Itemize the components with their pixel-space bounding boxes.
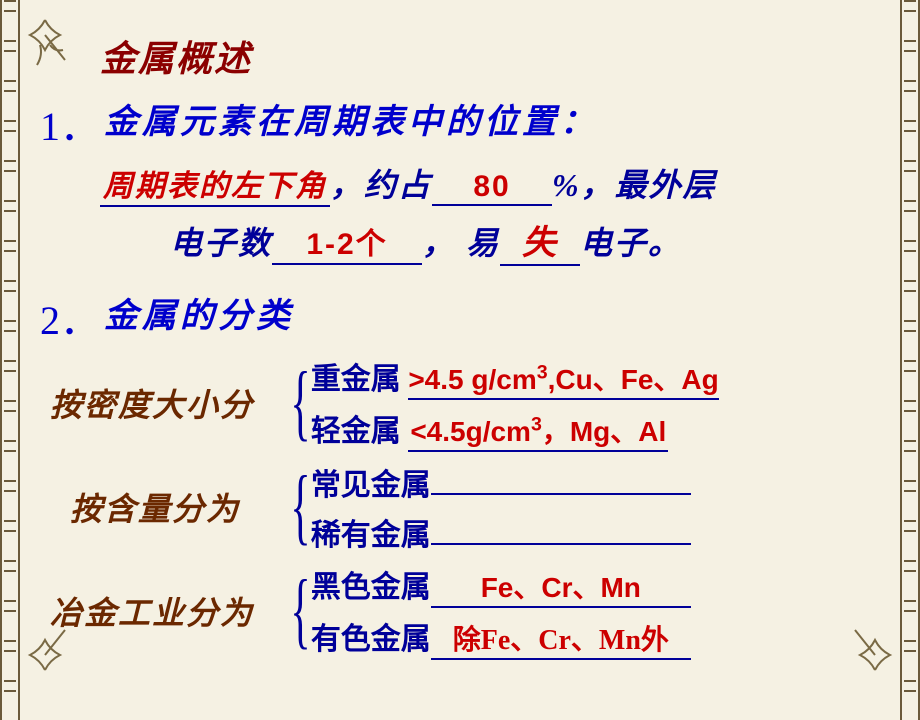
section-heading-1: 金属元素在周期表中的位置： [104, 104, 598, 141]
class-label-density: 按密度大小分 [50, 380, 290, 426]
brace-icon: { [290, 477, 310, 537]
section-number-2: 2． [40, 288, 100, 346]
class-item-heavy: 重金属 >4.5 g/cm3,Cu、Fe、Ag [311, 354, 719, 400]
brace-icon: { [290, 581, 310, 641]
class-label-metallurgy: 冶金工业分为 [50, 588, 290, 634]
slide-title: 金属概述 [40, 30, 880, 82]
class-item-light: 轻金属 <4.5g/cm3，Mg、Al [311, 406, 719, 452]
class-item-ferrous: 黑色金属Fe、Cr、Mn [311, 562, 691, 608]
class-label-abundance: 按含量分为 [70, 484, 290, 530]
section-number-1: 1． [40, 94, 100, 152]
section-heading-2: 金属的分类 [104, 298, 294, 335]
blank-percent: 80 [432, 167, 552, 206]
blank-electrons: 1-2个 [272, 219, 422, 265]
blank-position: 周期表的左下角 [100, 161, 330, 207]
blank-lose: 失 [500, 215, 580, 266]
class-item-rare: 稀有金属 [311, 510, 691, 554]
brace-icon: { [290, 373, 310, 433]
class-item-common: 常见金属 [311, 460, 691, 504]
slide-content: 金属概述 1． 金属元素在周期表中的位置： 周期表的左下角，约占80%，最外层 … [40, 30, 880, 670]
class-item-nonferrous: 有色金属除Fe、Cr、Mn外 [311, 614, 691, 660]
